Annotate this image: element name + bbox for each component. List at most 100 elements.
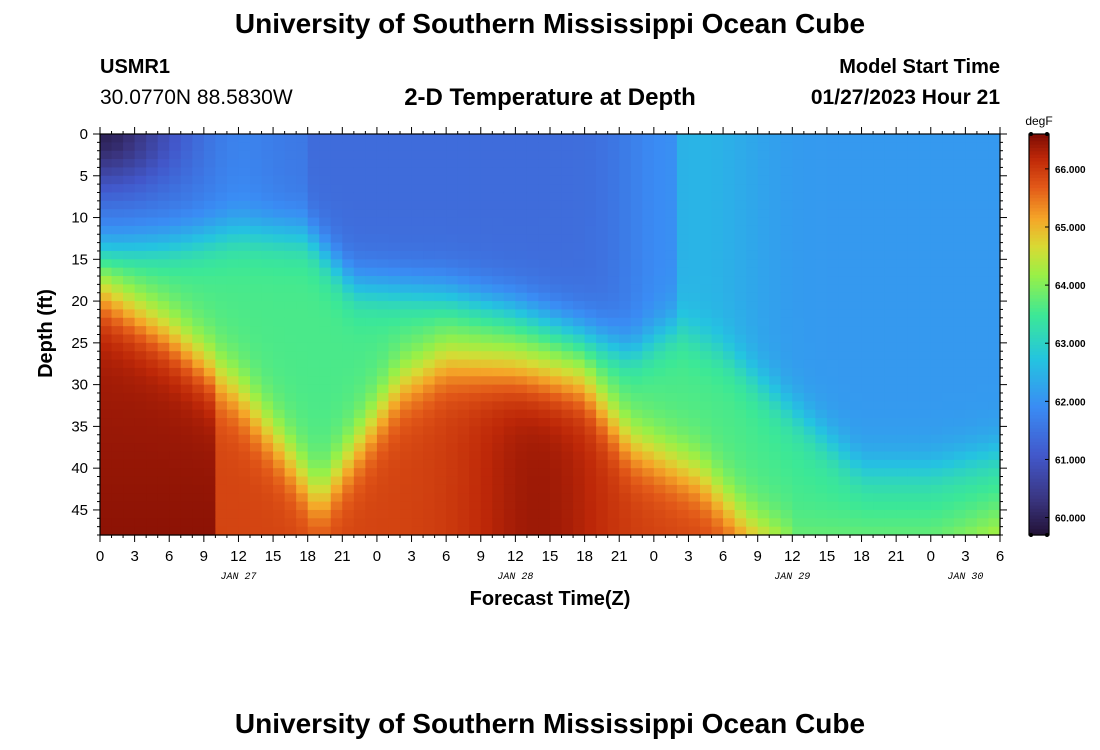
heatmap-cell: [930, 259, 943, 269]
heatmap-cell: [619, 200, 632, 210]
heatmap-cell: [769, 493, 782, 503]
heatmap-cell: [526, 501, 540, 511]
heatmap-cell: [250, 200, 263, 210]
heatmap-cell: [169, 150, 182, 160]
heatmap-cell: [665, 376, 678, 386]
heatmap-cell: [700, 392, 713, 402]
heatmap-cell: [423, 301, 436, 311]
heatmap-cell: [965, 284, 978, 294]
heatmap-cell: [226, 351, 240, 361]
heatmap-cell: [319, 484, 332, 494]
heatmap-cell: [250, 250, 263, 260]
heatmap-cell: [238, 167, 251, 177]
heatmap-cell: [411, 359, 424, 369]
heatmap-cell: [365, 259, 378, 269]
heatmap-cell: [134, 284, 147, 294]
heatmap-cell: [607, 451, 620, 461]
heatmap-cell: [469, 184, 482, 194]
heatmap-cell: [434, 501, 447, 511]
heatmap-cell: [273, 484, 286, 494]
heatmap-cell: [815, 518, 828, 528]
heatmap-cell: [884, 184, 897, 194]
heatmap-cell: [365, 250, 378, 260]
heatmap-cell: [296, 184, 309, 194]
heatmap-cell: [965, 334, 978, 344]
heatmap-cell: [642, 200, 655, 210]
heatmap-cell: [757, 142, 770, 152]
heatmap-cell: [365, 317, 378, 327]
heatmap-cell: [700, 509, 713, 519]
heatmap-cell: [873, 267, 886, 277]
heatmap-cell: [896, 192, 909, 202]
heatmap-cell: [976, 200, 990, 210]
heatmap-cell: [665, 242, 678, 252]
heatmap-cell: [123, 509, 136, 519]
heatmap-cell: [861, 426, 874, 436]
heatmap-cell: [665, 518, 678, 528]
heatmap-cell: [953, 351, 966, 361]
colorbar-cell: [1029, 401, 1049, 406]
heatmap-cell: [792, 242, 805, 252]
heatmap-cell: [688, 509, 701, 519]
heatmap-cell: [365, 443, 378, 453]
heatmap-cell: [146, 292, 159, 302]
heatmap-cell: [319, 192, 332, 202]
heatmap-cell: [861, 192, 874, 202]
heatmap-cell: [653, 242, 666, 252]
heatmap-cell: [642, 209, 655, 219]
heatmap-cell: [596, 159, 609, 169]
heatmap-cell: [884, 434, 897, 444]
heatmap-cell: [330, 451, 343, 461]
heatmap-cell: [665, 401, 678, 411]
heatmap-cell: [215, 142, 228, 152]
heatmap-cell: [376, 150, 390, 160]
heatmap-cell: [492, 276, 505, 285]
heatmap-cell: [446, 384, 459, 394]
heatmap-cell: [711, 242, 724, 252]
heatmap-cell: [273, 392, 286, 402]
heatmap-cell: [538, 476, 551, 486]
heatmap-cell: [526, 234, 540, 244]
heatmap-cell: [457, 451, 470, 461]
heatmap-cell: [503, 501, 516, 511]
heatmap-cell: [330, 167, 343, 177]
heatmap-cell: [226, 409, 240, 419]
heatmap-cell: [930, 192, 943, 202]
heatmap-cell: [469, 493, 482, 503]
heatmap-cell: [526, 451, 540, 461]
colorbar-cell: [1029, 451, 1049, 456]
heatmap-cell: [457, 250, 470, 260]
heatmap-cell: [169, 501, 182, 511]
heatmap-cell: [642, 242, 655, 252]
heatmap-cell: [757, 501, 770, 511]
heatmap-cell: [146, 434, 159, 444]
heatmap-cell: [492, 175, 505, 185]
colorbar-cell: [1029, 294, 1049, 299]
heatmap-cell: [792, 175, 805, 185]
heatmap-cell: [723, 392, 736, 402]
heatmap-cell: [873, 518, 886, 528]
main-title: University of Southern Mississippi Ocean…: [234, 8, 866, 39]
heatmap-cell: [376, 401, 390, 411]
heatmap-cell: [665, 142, 678, 152]
heatmap-cell: [596, 409, 609, 419]
heatmap-cell: [711, 326, 724, 336]
colorbar-cell: [1029, 160, 1049, 165]
heatmap-cell: [803, 426, 816, 436]
heatmap-cell: [561, 167, 574, 177]
heatmap-cell: [723, 384, 736, 394]
heatmap-cell: [953, 384, 966, 394]
heatmap-cell: [919, 384, 932, 394]
heatmap-cell: [550, 509, 563, 519]
heatmap-cell: [896, 301, 909, 311]
heatmap-cell: [238, 476, 251, 486]
heatmap-cell: [215, 434, 228, 444]
heatmap-cell: [630, 426, 643, 436]
heatmap-cell: [584, 409, 597, 419]
heatmap-cell: [226, 317, 240, 327]
heatmap-cell: [896, 476, 909, 486]
heatmap-cell: [573, 209, 586, 219]
heatmap-cell: [319, 418, 332, 427]
heatmap-cell: [584, 234, 597, 244]
heatmap-cell: [803, 476, 816, 486]
